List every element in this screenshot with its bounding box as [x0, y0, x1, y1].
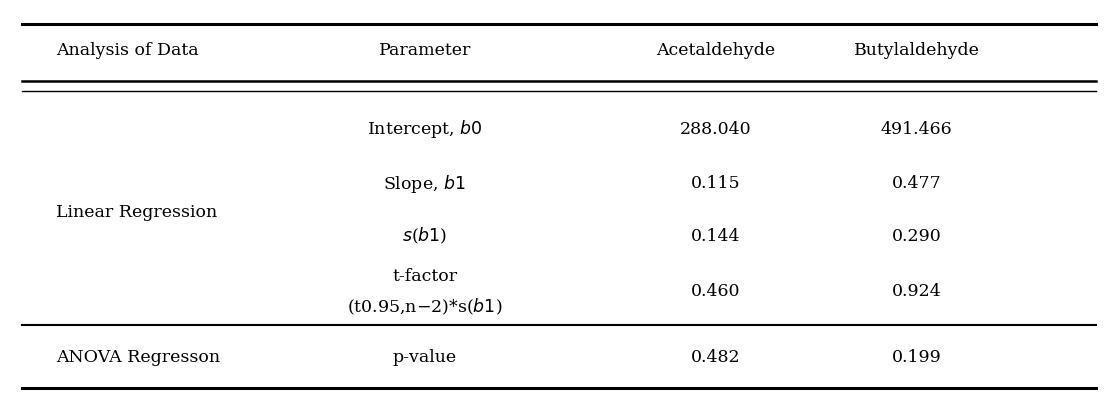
Text: 0.115: 0.115 — [691, 175, 740, 192]
Text: (t0.95,n−2)*s($b1$): (t0.95,n−2)*s($b1$) — [348, 297, 502, 317]
Text: 0.199: 0.199 — [892, 349, 941, 366]
Text: 0.144: 0.144 — [691, 228, 740, 245]
Text: 0.477: 0.477 — [892, 175, 941, 192]
Text: Parameter: Parameter — [379, 42, 471, 59]
Text: Slope, $b1$: Slope, $b1$ — [383, 173, 466, 195]
Text: 491.466: 491.466 — [881, 121, 953, 138]
Text: Linear Regression: Linear Regression — [56, 204, 217, 221]
Text: Acetaldehyde: Acetaldehyde — [656, 42, 775, 59]
Text: 0.924: 0.924 — [892, 283, 941, 301]
Text: ANOVA Regresson: ANOVA Regresson — [56, 349, 220, 366]
Text: Analysis of Data: Analysis of Data — [56, 42, 199, 59]
Text: Intercept, $b0$: Intercept, $b0$ — [367, 118, 483, 140]
Text: 0.482: 0.482 — [691, 349, 740, 366]
Text: t-factor: t-factor — [392, 268, 457, 285]
Text: $s$($b1$): $s$($b1$) — [402, 226, 447, 246]
Text: 288.040: 288.040 — [680, 121, 751, 138]
Text: Butylaldehyde: Butylaldehyde — [854, 42, 979, 59]
Text: p-value: p-value — [392, 349, 457, 366]
Text: 0.460: 0.460 — [691, 283, 740, 301]
Text: 0.290: 0.290 — [892, 228, 941, 245]
